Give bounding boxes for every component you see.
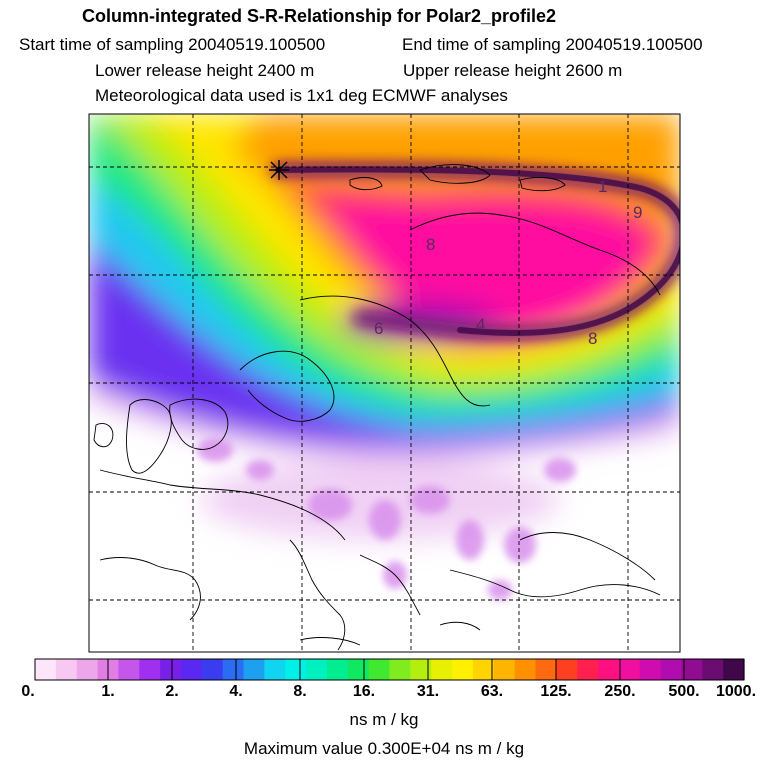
lat-lon-grid [89,114,680,652]
colorbar-cell [368,659,391,680]
colorbar-tick-label: 0. [21,683,35,700]
colorbar-cell [681,659,703,680]
colorbar-cell [639,659,662,680]
colorbar-tick-label: 8. [293,683,307,700]
colorbar-cell [160,659,182,680]
colorbar-cell [389,659,411,680]
colorbar-tick-label: 500. [668,683,700,700]
colorbar-cell [201,659,224,680]
colorbar-cell [55,659,78,680]
lower-release-height-label: Lower release height 2400 m [95,61,315,80]
colorbar-tick-label: 16. [352,683,376,700]
colorbar-cell [556,659,578,680]
contour-label: 9 [633,203,642,222]
colorbar-cell [514,659,537,680]
colorbar-tick-label: 31. [416,683,440,700]
colorbar [35,659,745,680]
maximum-value-label: Maximum value 0.300E+04 ns m / kg [243,739,525,758]
colorbar-frame [34,658,745,681]
colorbar-tick-label: 250. [604,683,636,700]
colorbar-tick-label: 2. [165,683,179,700]
colorbar-tick-label: 4. [229,683,243,700]
contour-label: 6 [374,319,383,338]
colorbar-cell [702,659,724,680]
star-marker [269,160,289,180]
contour-label: 1 [598,177,607,196]
contour-label: 8 [426,235,435,254]
colorbar-cell [347,659,370,680]
colorbar-cell [431,659,453,680]
colorbar-cell [452,659,474,680]
colorbar-cell [618,659,641,680]
colorbar-cell [285,659,307,680]
colorbar-cell [598,659,620,680]
colorbar-cell [493,659,516,680]
colorbar-tick-label: 1. [101,683,115,700]
colorbar-tick-label: 63. [480,683,504,700]
end-time-label: End time of sampling 20040519.100500 [402,35,703,54]
colorbar-cell [306,659,328,680]
colorbar-cell [243,659,265,680]
contour-label: 8 [588,329,597,348]
colorbar-cell [326,659,349,680]
colorbar-cell [577,659,599,680]
map-frame [88,113,681,653]
colorbar-cell [222,659,245,680]
colorbar-units: ns m / kg [349,710,419,729]
colorbar-cell [472,659,495,680]
met-data-label: Meteorological data used is 1x1 deg ECMW… [95,86,508,105]
colorbar-cell [76,659,99,680]
upper-release-height-label: Upper release height 2600 m [403,61,623,80]
start-time-label: Start time of sampling 20040519.100500 [19,35,326,54]
colorbar-cell [180,659,203,680]
contour-label: 4 [476,315,485,334]
coastlines [93,164,661,651]
colorbar-tick-label: 1000. [715,683,757,700]
colorbar-cell [118,659,140,680]
colorbar-cell [723,659,745,680]
colorbar-cell [264,659,286,680]
colorbar-cell [660,659,683,680]
colorbar-cell [410,659,432,680]
plot-title: Column-integrated S-R-Relationship for P… [82,6,557,26]
colorbar-cell [535,659,557,680]
colorbar-tick-label: 125. [540,683,572,700]
colorbar-cell [139,659,161,680]
colorbar-cell [35,659,57,680]
